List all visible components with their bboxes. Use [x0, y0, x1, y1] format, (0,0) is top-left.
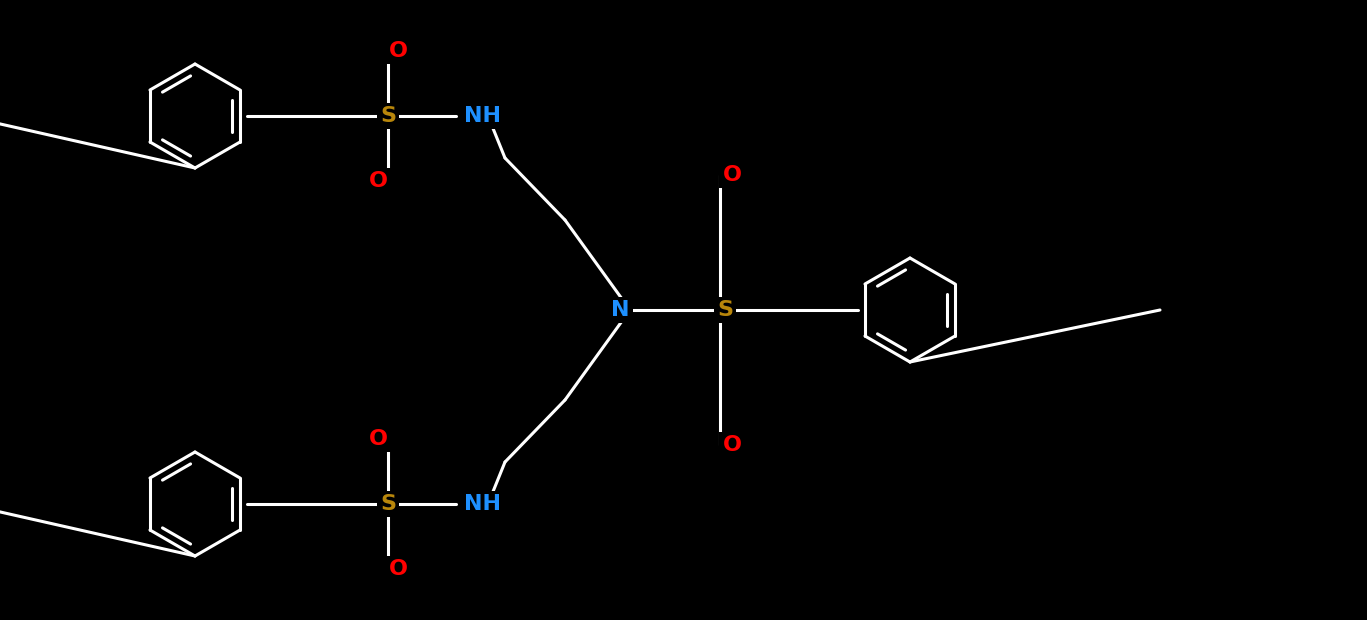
Text: NH: NH: [463, 494, 500, 514]
Text: O: O: [388, 41, 407, 61]
Text: S: S: [718, 300, 733, 320]
Text: O: O: [369, 171, 387, 191]
Text: O: O: [388, 559, 407, 579]
Text: S: S: [380, 106, 396, 126]
Text: S: S: [380, 494, 396, 514]
Text: O: O: [369, 429, 387, 449]
Text: O: O: [723, 165, 741, 185]
Text: O: O: [723, 435, 741, 455]
Text: N: N: [611, 300, 629, 320]
Text: NH: NH: [463, 106, 500, 126]
